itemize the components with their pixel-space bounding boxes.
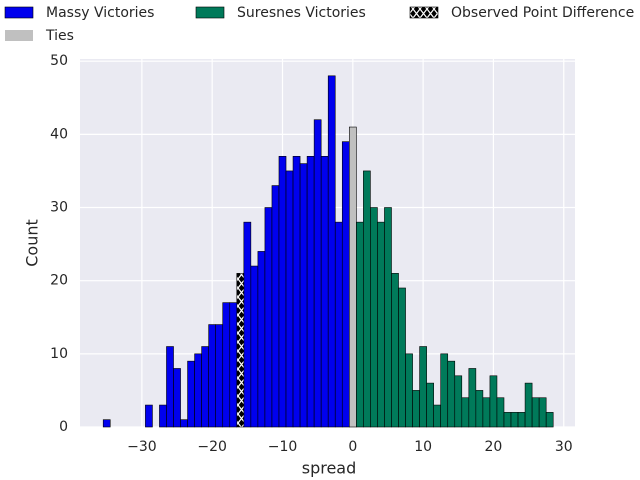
bar: [356, 221, 364, 428]
x-tick-label: 10: [414, 439, 432, 455]
bar: [398, 287, 406, 428]
bar: [236, 273, 245, 428]
x-axis-label: spread: [302, 459, 357, 478]
bar: [363, 170, 371, 428]
legend-swatch: [5, 30, 33, 41]
bar: [433, 404, 442, 428]
y-tick-label: 20: [50, 273, 68, 289]
bar: [159, 404, 167, 428]
bar: [278, 156, 287, 428]
bar: [250, 265, 259, 428]
legend-swatch: [4, 6, 34, 19]
bar: [208, 324, 217, 428]
legend-swatch: [195, 6, 225, 19]
bar: [496, 397, 505, 428]
bar: [405, 353, 413, 428]
bar: [454, 375, 463, 428]
bar: [440, 353, 449, 428]
bar: [370, 207, 378, 428]
bar: [489, 375, 498, 428]
bar: [222, 302, 231, 428]
bar: [166, 346, 174, 428]
bar: [292, 156, 301, 428]
bar: [299, 163, 308, 428]
bar: [503, 412, 512, 428]
y-tick-label: 0: [59, 419, 68, 435]
y-tick-label: 50: [50, 53, 68, 69]
x-tick-label: 0: [348, 439, 357, 455]
bar: [264, 207, 273, 428]
bar: [173, 368, 181, 428]
legend-swatch: [409, 6, 439, 19]
bar: [412, 390, 420, 428]
bar: [447, 360, 456, 428]
bar: [391, 273, 399, 428]
bar: [419, 346, 427, 428]
bar: [320, 156, 329, 428]
y-tick-label: 10: [50, 346, 68, 362]
bar: [475, 390, 484, 428]
legend-label: Massy Victories: [46, 5, 154, 21]
bar: [327, 75, 336, 428]
x-tick-label: −20: [197, 439, 227, 455]
bar: [377, 221, 385, 428]
y-axis-label: Count: [23, 219, 42, 267]
bar: [510, 412, 519, 428]
bar: [180, 419, 188, 428]
bar: [468, 368, 477, 428]
bar: [102, 419, 111, 428]
bar: [229, 302, 238, 428]
bar: [426, 382, 434, 428]
bar: [187, 360, 195, 428]
bar: [531, 397, 540, 428]
x-tick-label: −10: [268, 439, 298, 455]
bar: [341, 141, 350, 428]
bar: [538, 397, 547, 428]
y-tick-label: 30: [50, 200, 68, 216]
bar: [524, 382, 533, 428]
bar: [313, 119, 322, 428]
bar: [257, 251, 266, 428]
bar: [243, 221, 252, 428]
bar: [145, 404, 153, 428]
bar: [194, 353, 202, 428]
legend-label: Suresnes Victories: [237, 5, 366, 21]
bar: [461, 397, 470, 428]
x-tick-label: −30: [127, 439, 157, 455]
bar: [285, 170, 294, 428]
bar: [517, 412, 526, 428]
bar: [384, 207, 392, 428]
bar: [545, 412, 554, 428]
bar: [215, 324, 224, 428]
bar: [271, 185, 280, 428]
bar: [482, 397, 491, 428]
bar: [201, 346, 209, 428]
bar: [348, 126, 357, 428]
bar: [306, 156, 315, 428]
legend-label: Observed Point Difference: [451, 5, 634, 21]
x-tick-label: 30: [555, 439, 573, 455]
y-tick-label: 40: [50, 126, 68, 142]
legend-label: Ties: [45, 28, 74, 44]
bar: [334, 221, 343, 428]
x-tick-label: 20: [485, 439, 503, 455]
